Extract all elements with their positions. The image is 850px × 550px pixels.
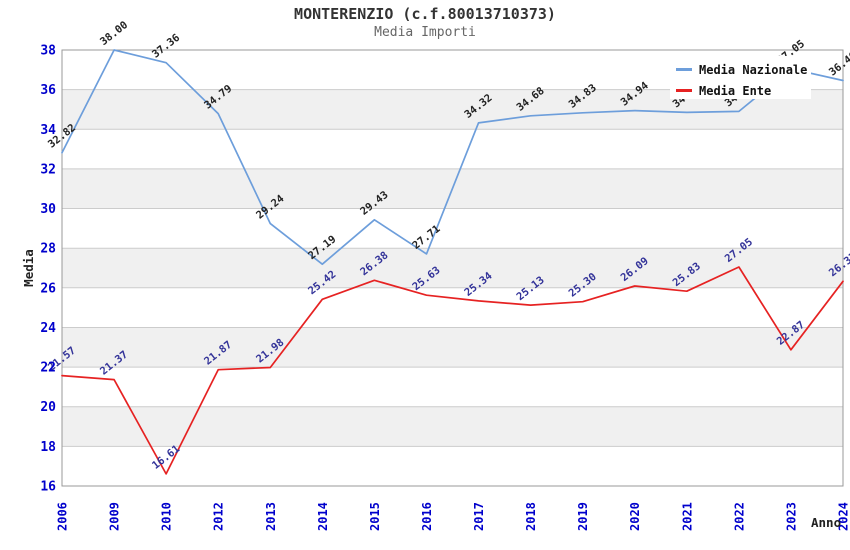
x-tick-label: 2017 xyxy=(472,502,486,531)
x-tick-label: 2016 xyxy=(420,502,434,531)
y-axis-title: Media xyxy=(21,249,36,287)
data-label: 16.61 xyxy=(150,443,182,472)
x-tick-label: 2009 xyxy=(108,502,122,531)
plot-band xyxy=(62,406,843,447)
y-tick-label: 36 xyxy=(40,83,56,98)
y-tick-label: 16 xyxy=(40,480,56,495)
x-tick-label: 2012 xyxy=(212,502,226,531)
line-swatch-icon xyxy=(676,89,692,92)
y-tick-label: 26 xyxy=(40,281,56,296)
y-tick-label: 34 xyxy=(40,123,56,138)
plot-band xyxy=(62,248,843,288)
legend-label: Media Nazionale xyxy=(699,62,808,77)
data-label: 36.46 xyxy=(827,50,850,79)
y-tick-label: 18 xyxy=(40,440,56,455)
series-line-media-ente xyxy=(61,266,844,475)
x-tick-label: 2019 xyxy=(576,502,590,531)
x-tick-label: 2010 xyxy=(160,502,174,531)
x-tick-label: 2020 xyxy=(628,502,642,531)
chart-title: MONTERENZIO (c.f.80013710373) xyxy=(294,5,556,23)
x-axis-title: Anno xyxy=(811,515,841,530)
x-tick-label: 2006 xyxy=(56,502,70,531)
y-tick-label: 20 xyxy=(40,400,56,415)
legend: Media Nazionale Media Ente xyxy=(670,56,811,99)
legend-item-media-nazionale: Media Nazionale xyxy=(676,60,811,79)
legend-item-media-ente: Media Ente xyxy=(676,81,811,100)
legend-label: Media Ente xyxy=(699,83,772,98)
x-tick-label: 2015 xyxy=(368,502,382,531)
y-tick-label: 22 xyxy=(40,361,56,376)
plot-border xyxy=(61,49,844,487)
x-tick-label: 2018 xyxy=(524,502,538,531)
x-tick-label: 2013 xyxy=(264,502,278,531)
y-tick-label: 28 xyxy=(40,242,56,257)
x-tick-label: 2024 xyxy=(837,502,850,531)
line-swatch-icon xyxy=(676,68,692,71)
data-label: 37.36 xyxy=(150,32,182,61)
plot-band xyxy=(62,327,843,368)
x-tick-label: 2014 xyxy=(316,502,330,531)
series-line-media-nazionale xyxy=(61,49,844,266)
data-label: 38.00 xyxy=(98,19,130,48)
y-tick-label: 30 xyxy=(40,202,56,217)
chart-subtitle: Media Importi xyxy=(374,25,476,40)
y-tick-label: 32 xyxy=(40,162,56,177)
x-tick-label: 2023 xyxy=(784,502,798,531)
y-tick-label: 38 xyxy=(40,44,56,59)
x-tick-label: 2021 xyxy=(680,502,694,531)
y-tick-label: 24 xyxy=(40,321,56,336)
data-label: 27.71 xyxy=(410,223,442,252)
x-tick-label: 2022 xyxy=(732,502,746,531)
